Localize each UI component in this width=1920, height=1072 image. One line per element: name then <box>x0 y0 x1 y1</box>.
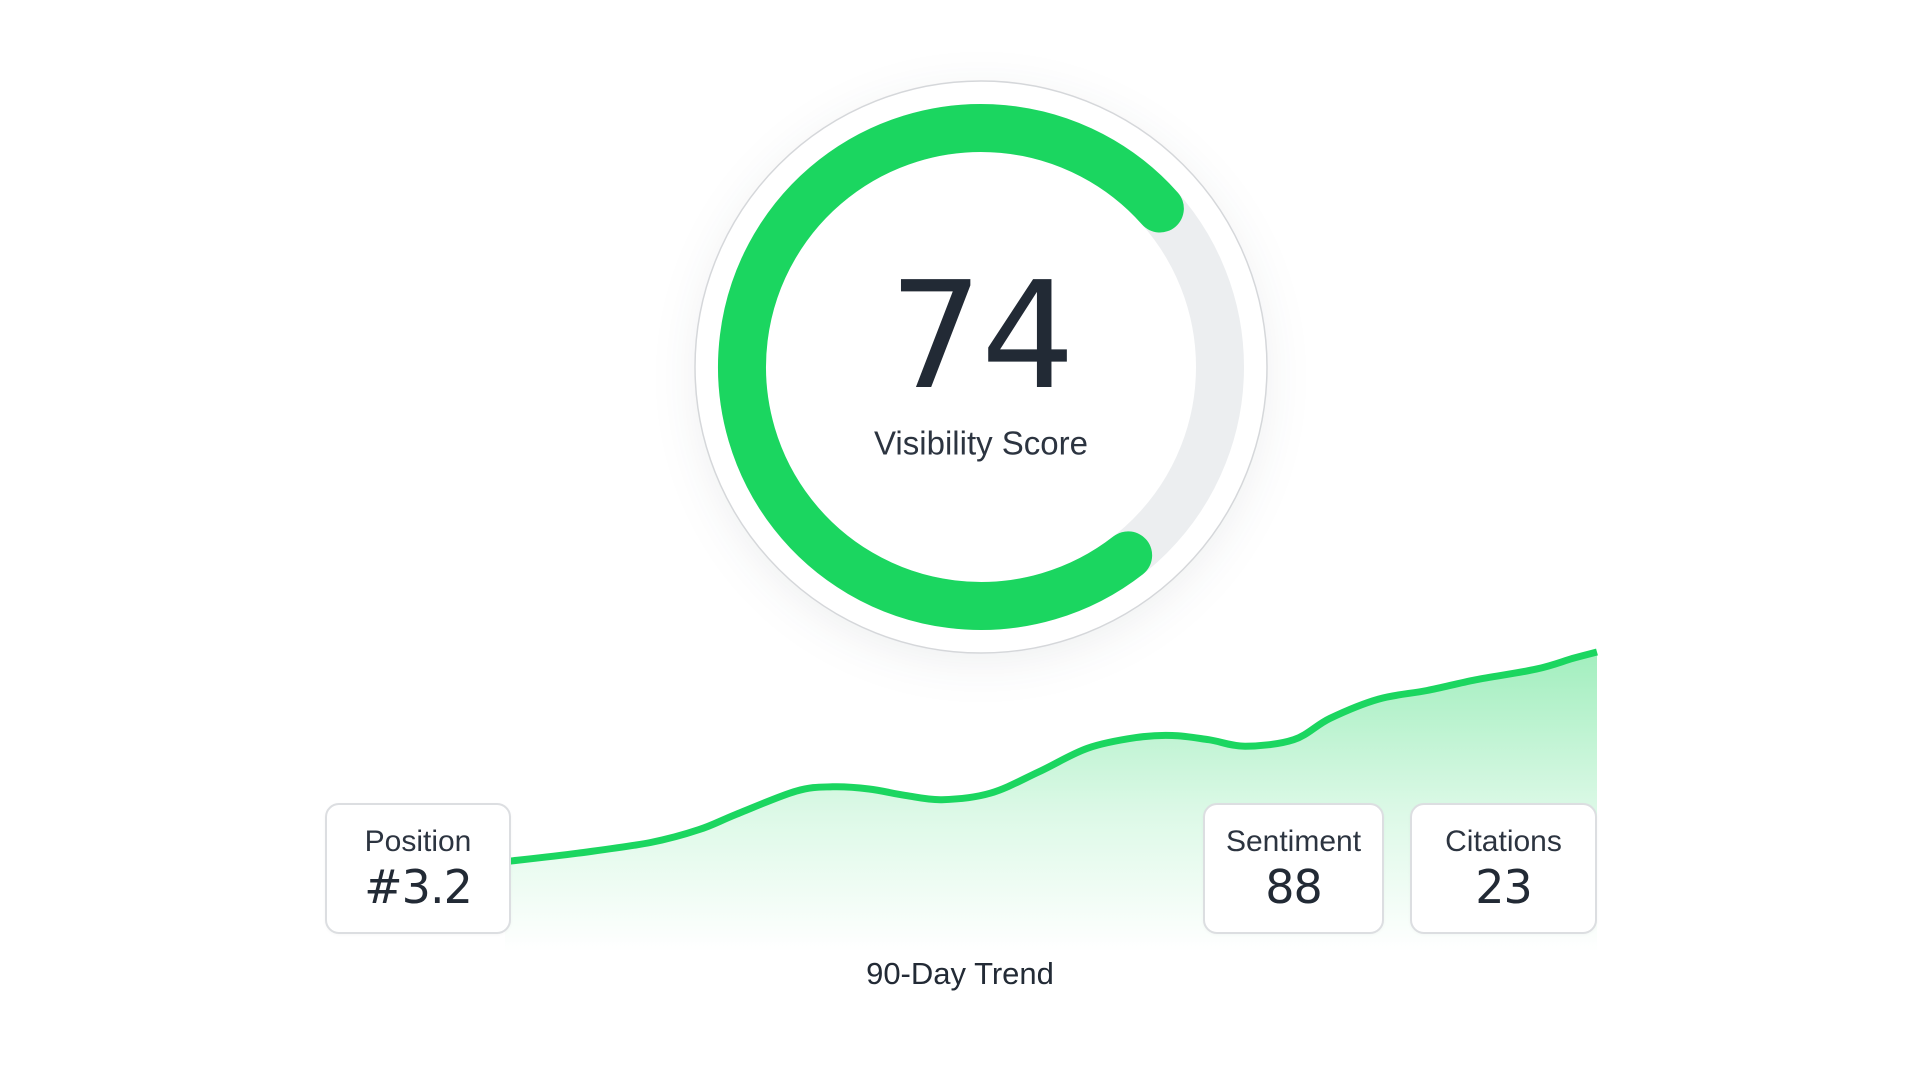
sentiment-label: Sentiment <box>1225 825 1362 858</box>
position-card: Position #3.2 <box>325 803 511 934</box>
citations-label: Citations <box>1445 825 1562 858</box>
trend-caption: 90-Day Trend <box>866 956 1054 991</box>
sentiment-value: 88 <box>1265 860 1323 914</box>
gauge-outer-circle <box>694 80 1268 654</box>
trend-line <box>504 648 1598 866</box>
citations-value: 23 <box>1475 860 1533 914</box>
citations-card: Citations 23 <box>1410 803 1597 934</box>
visibility-gauge: 74 Visibility Score <box>681 67 1281 667</box>
sentiment-card: Sentiment 88 <box>1203 803 1384 934</box>
gauge-progress-arc <box>718 104 1244 630</box>
position-value: #3.2 <box>364 860 473 914</box>
position-label: Position <box>364 825 472 858</box>
